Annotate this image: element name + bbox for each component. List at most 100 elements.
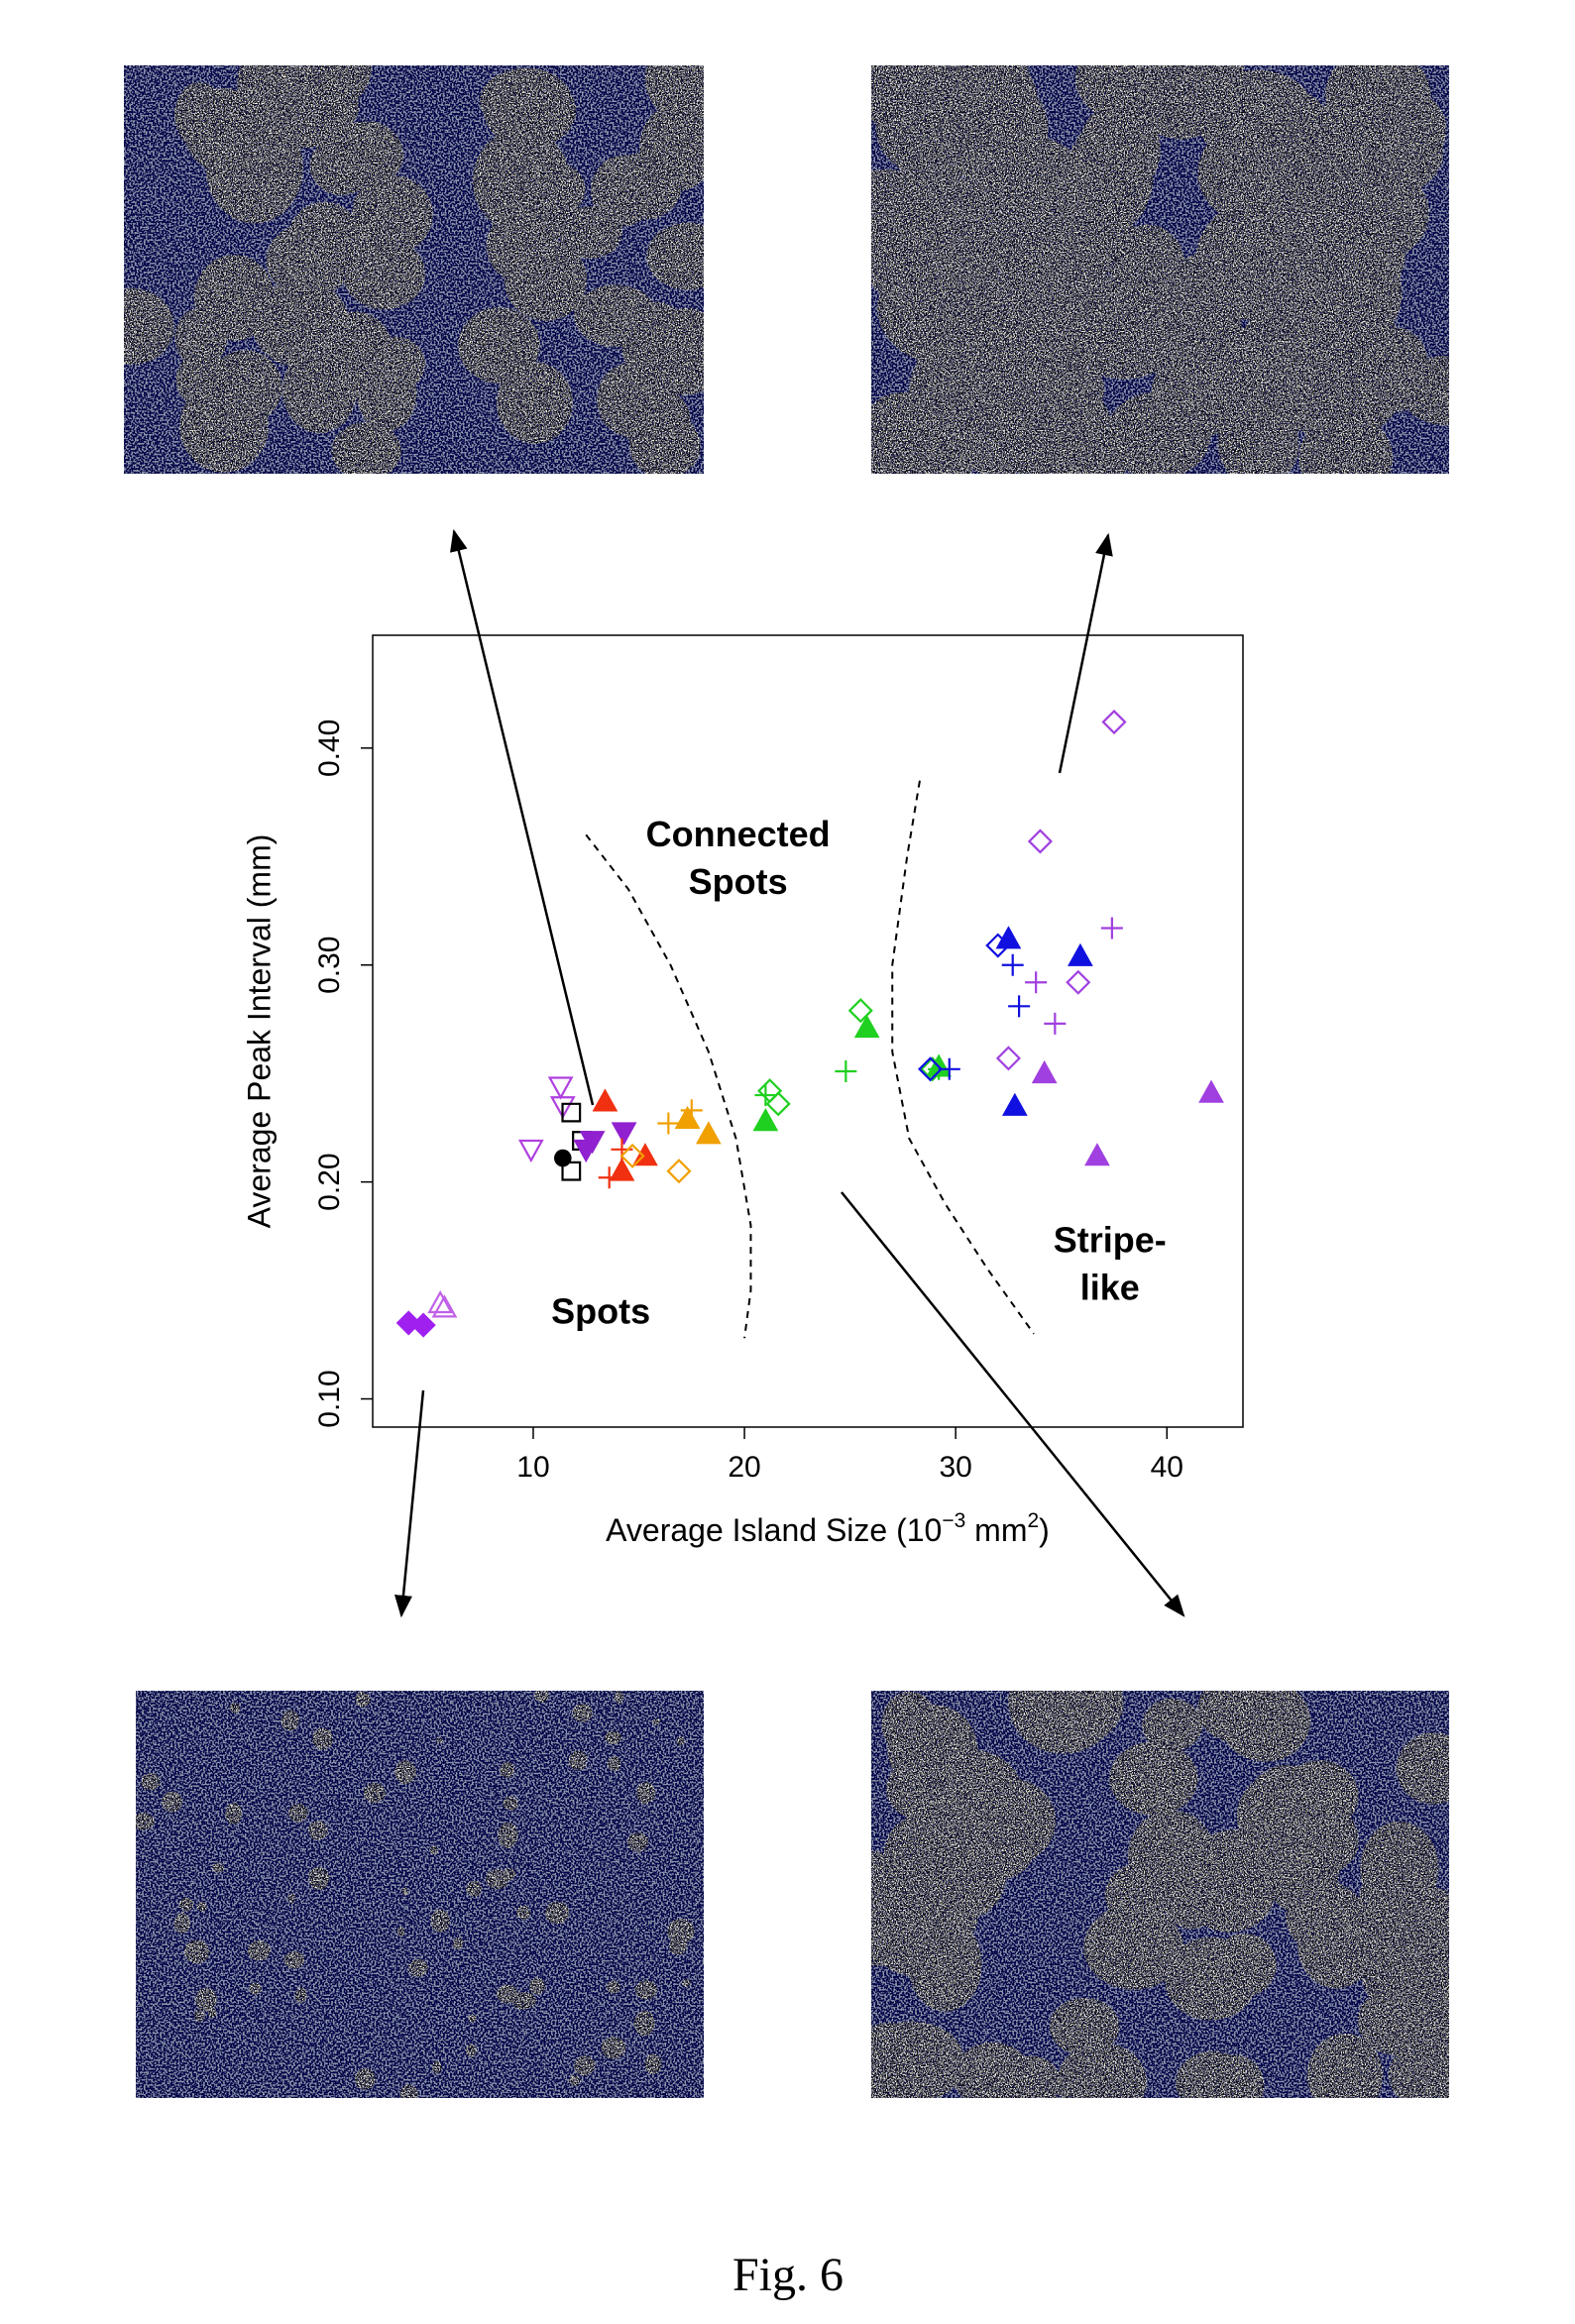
blob: [283, 1950, 305, 1969]
blob: [1396, 1732, 1449, 1805]
data-point: [695, 1121, 722, 1145]
data-point: [1025, 971, 1048, 994]
blob: [288, 1804, 308, 1823]
data-point: [609, 1158, 635, 1181]
blob: [1066, 119, 1154, 233]
blob: [505, 239, 588, 321]
data-point: [752, 1108, 779, 1132]
blob: [205, 111, 303, 224]
blob: [647, 307, 704, 395]
data-point: [611, 1122, 637, 1146]
data-point: [395, 1310, 421, 1336]
blob: [249, 1982, 262, 1995]
y-tick-label: 0.10: [313, 1370, 346, 1427]
blob: [175, 351, 230, 408]
blob: [1164, 1937, 1258, 2021]
blob: [1324, 65, 1431, 143]
blob: [465, 2044, 477, 2057]
blob: [308, 1866, 330, 1891]
blob: [646, 222, 704, 290]
x-axis-label: Average Island Size (10−3 mm2): [606, 1509, 1050, 1548]
blob: [500, 1761, 515, 1778]
blob: [871, 168, 935, 256]
blob: [644, 65, 704, 123]
x-tick-label: 40: [1151, 1451, 1183, 1484]
x-tick-label: 30: [939, 1451, 971, 1484]
blob: [1321, 306, 1408, 431]
blob: [614, 1691, 624, 1705]
data-point: [754, 1084, 777, 1107]
blob: [1360, 1910, 1445, 2018]
data-point: [995, 926, 1022, 949]
data-point: [1198, 1079, 1224, 1103]
x-axis-label-part: 2: [1027, 1509, 1039, 1532]
blob: [363, 1782, 387, 1804]
blob: [516, 1905, 531, 1920]
texture: [871, 1691, 1449, 2098]
texture-panel: [871, 1691, 1449, 2098]
blob: [1200, 219, 1292, 311]
blob: [1181, 1841, 1256, 1917]
blob: [681, 1978, 692, 1987]
plot-frame: [372, 634, 1244, 1428]
texture-panel: [871, 65, 1449, 474]
data-point: [757, 1078, 783, 1104]
texture: [136, 1691, 704, 2098]
data-point: [674, 1105, 701, 1130]
y-tick-label: 0.20: [313, 1153, 346, 1210]
region-label: Spots: [689, 861, 788, 902]
data-point: [657, 1112, 680, 1135]
scatter-plot: 10 20 30 40 0.10 0.20 0.30 0.40 Average Island S…: [241, 634, 1244, 1548]
blob: [628, 412, 701, 474]
arrows: [394, 528, 1185, 1618]
blob: [452, 1937, 464, 1950]
blob: [1259, 133, 1366, 240]
blob: [178, 1897, 194, 1912]
region-label: Connected: [646, 814, 831, 854]
data-point: [985, 933, 1011, 958]
blob: [987, 280, 1078, 365]
blob: [1401, 356, 1449, 425]
blob: [1142, 1698, 1203, 1751]
blob: [950, 356, 1046, 474]
blob: [652, 1717, 660, 1726]
blob: [281, 1710, 299, 1731]
blob: [667, 1918, 695, 1944]
blob: [285, 201, 363, 283]
blob: [1030, 1691, 1124, 1745]
blob: [572, 1703, 593, 1722]
blob: [608, 152, 682, 220]
blob: [887, 1704, 978, 1794]
blob: [1206, 2054, 1265, 2098]
blob: [930, 65, 1032, 158]
blob: [496, 1984, 518, 2004]
region-label: Spots: [551, 1291, 650, 1332]
blob: [294, 1988, 307, 2003]
data-point: [1101, 710, 1127, 735]
blob: [528, 1977, 546, 1995]
x-axis-label-part: −3: [942, 1509, 965, 1532]
data-point: [592, 1088, 619, 1112]
blob: [511, 160, 586, 220]
data-point: [853, 1014, 880, 1039]
blob: [1151, 349, 1247, 438]
blob: [871, 1850, 912, 1950]
blob: [1049, 1997, 1120, 2055]
data-point: [547, 1076, 574, 1100]
region-label: like: [1080, 1267, 1140, 1307]
blob: [124, 288, 174, 366]
blob: [162, 1791, 182, 1813]
arrow: [394, 1389, 425, 1618]
texture: [124, 65, 704, 474]
blob: [237, 65, 324, 127]
texture-panel: [136, 1691, 704, 2098]
blob: [193, 255, 275, 341]
data-point: [1027, 829, 1053, 854]
arrow: [450, 528, 595, 1106]
blob: [173, 1913, 190, 1934]
blob: [604, 1730, 622, 1744]
blob: [569, 2074, 581, 2086]
data-point: [1044, 1012, 1067, 1035]
caption: Fig. 6: [732, 2249, 844, 2301]
